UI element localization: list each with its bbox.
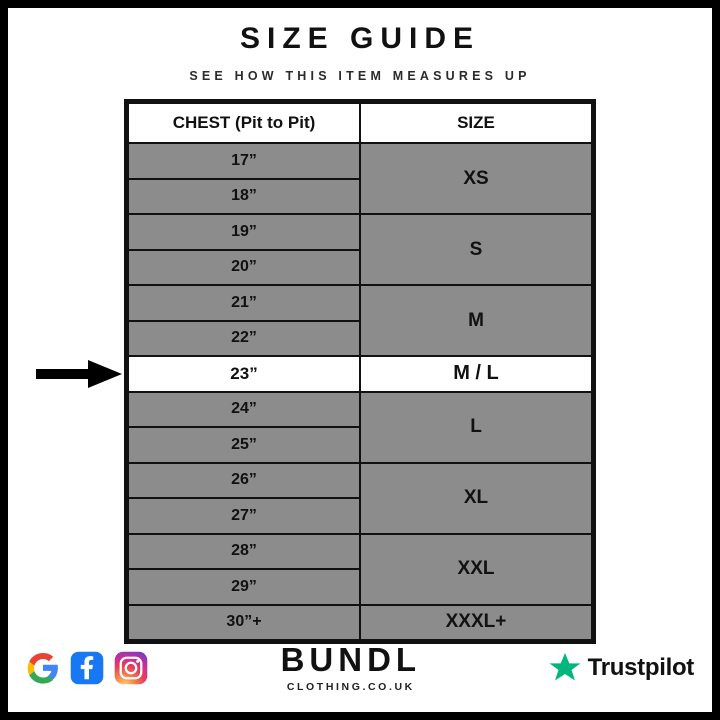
brand-name: BUNDL <box>280 641 422 678</box>
table-row: 20” <box>127 248 592 286</box>
instagram-icon[interactable] <box>114 651 148 685</box>
brand-domain: CLOTHING.CO.UK <box>286 681 415 693</box>
table-row: 26” XL <box>127 461 593 535</box>
size-label-cell: M <box>359 284 593 357</box>
table-row: 24” L <box>127 390 593 464</box>
table-body: 17” XS 18” 19” S 20” 21” M 22” 23” M / L 24” L 25” 26”… <box>127 142 593 641</box>
size-label-cell: XL <box>359 461 593 535</box>
size-label-cell: XXXL+ <box>359 603 593 641</box>
table-row: 29” <box>127 568 592 606</box>
table-row: 27” <box>127 497 592 535</box>
social-links <box>26 651 148 685</box>
chest-measurement-cell: 21” <box>127 284 361 322</box>
highlight-arrow-icon <box>36 359 122 388</box>
table-row: 28” XXL <box>127 532 593 606</box>
table-row: 22” <box>127 319 592 357</box>
chest-measurement-cell: 19” <box>127 213 361 251</box>
table-row: 21” M <box>127 284 593 357</box>
size-table-container: CHEST (Pit to Pit) SIZE 17” XS 18” 19” S 20” 2… <box>124 99 596 644</box>
table-row: 25” <box>127 426 592 464</box>
size-label-cell: L <box>359 390 593 464</box>
table-row: 30”+ XXXL+ <box>127 603 593 641</box>
footer: BUNDL CLOTHING.CO.UK Trustpilot <box>8 632 712 704</box>
size-label-cell: S <box>359 213 593 286</box>
page-title: SIZE GUIDE <box>239 22 481 55</box>
table-head: CHEST (Pit to Pit) SIZE <box>127 102 593 144</box>
column-header-size: SIZE <box>359 102 593 144</box>
google-icon[interactable] <box>26 651 60 685</box>
column-header-chest: CHEST (Pit to Pit) <box>127 102 361 144</box>
chest-measurement-cell: 27” <box>127 497 361 535</box>
chest-measurement-cell: 26” <box>127 461 361 499</box>
size-guide-sheet: SIZE GUIDE SEE HOW THIS ITEM MEASURES UP… <box>8 8 712 712</box>
table-row: 17” XS <box>127 142 593 215</box>
size-label-cell: M / L <box>359 355 593 393</box>
trustpilot-label: Trustpilot <box>587 654 695 681</box>
chest-measurement-cell: 17” <box>127 142 361 180</box>
table-row: 18” <box>127 177 592 215</box>
size-label-cell: XXL <box>359 532 593 606</box>
chest-measurement-cell: 25” <box>127 426 361 464</box>
chest-measurement-cell: 22” <box>127 319 361 357</box>
chest-measurement-cell: 30”+ <box>127 603 361 641</box>
page-subtitle: SEE HOW THIS ITEM MEASURES UP <box>189 69 531 83</box>
chest-measurement-cell: 28” <box>127 532 361 570</box>
size-label-cell: XS <box>359 142 593 215</box>
table-row: 23” M / L <box>127 355 593 393</box>
trustpilot-star-icon <box>549 653 581 681</box>
brand-logo: BUNDL CLOTHING.CO.UK <box>281 643 421 693</box>
chest-measurement-cell: 20” <box>127 248 361 286</box>
chest-measurement-cell: 18” <box>127 177 361 215</box>
facebook-icon[interactable] <box>70 651 104 685</box>
chest-measurement-cell: 24” <box>127 390 361 428</box>
table-row: 19” S <box>127 213 593 286</box>
chest-measurement-cell: 29” <box>127 568 361 606</box>
table-header-row: CHEST (Pit to Pit) SIZE <box>127 102 593 144</box>
trustpilot-badge[interactable]: Trustpilot <box>548 651 694 685</box>
size-table: CHEST (Pit to Pit) SIZE 17” XS 18” 19” S 20” 2… <box>127 102 593 641</box>
chest-measurement-cell: 23” <box>127 355 361 393</box>
